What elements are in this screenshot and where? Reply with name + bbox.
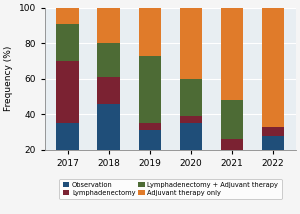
Bar (56, 24, 79, 61)
Y-axis label: Frequency (%): Frequency (%) (4, 46, 13, 111)
Bar (56, 123, 79, 150)
Bar (180, 79, 202, 116)
Bar (180, 116, 202, 123)
Bar (139, 8, 161, 56)
Bar (98, 43, 120, 77)
Bar (139, 123, 161, 130)
Bar (262, 8, 284, 127)
Bar (56, 8, 79, 24)
Bar (98, 8, 120, 43)
Bar (262, 136, 284, 150)
Bar (221, 100, 243, 139)
Bar (221, 139, 243, 150)
Bar (139, 56, 161, 123)
Bar (56, 61, 79, 123)
Bar (262, 127, 284, 136)
Bar (98, 77, 120, 104)
Bar (180, 8, 202, 79)
Bar (98, 104, 120, 150)
Legend: Observation, Lymphadenectomy, Lymphadenectomy + Adjuvant therapy, Adjuvant thera: Observation, Lymphadenectomy, Lymphadene… (59, 179, 282, 199)
Bar (221, 2, 243, 100)
Bar (139, 130, 161, 150)
Bar (180, 123, 202, 150)
